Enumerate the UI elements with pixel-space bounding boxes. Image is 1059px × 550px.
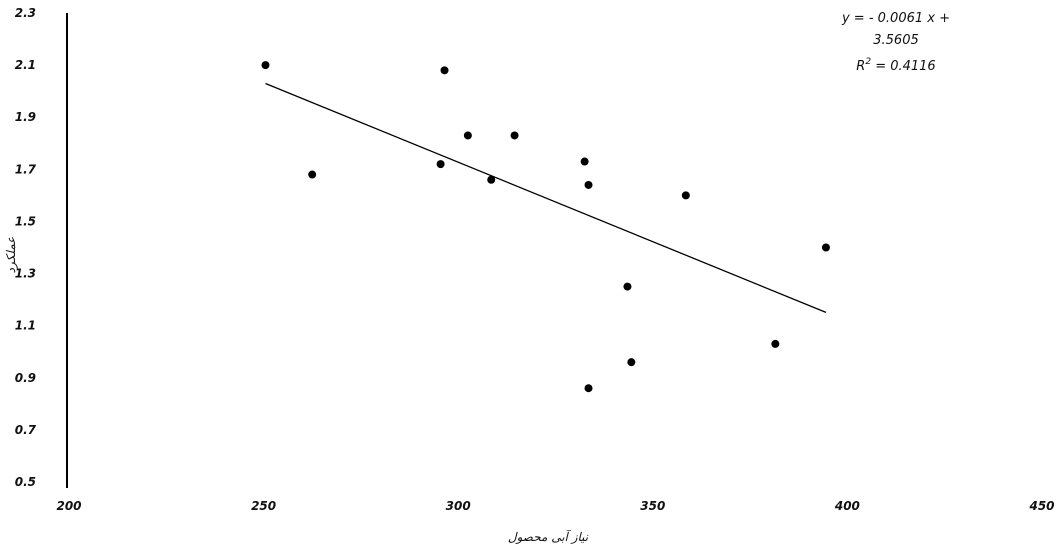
data-point [627,358,636,367]
x-axis-tick-labels: 200 250 300 350 400 450 [56,499,1054,513]
y-tick-label: 0.9 [15,371,36,385]
data-point [821,243,830,252]
data-point [436,160,445,169]
y-axis-tick-labels: 0.5 0.7 0.9 1.1 1.3 1.5 1.7 1.9 2.1 2.3 [15,6,37,489]
data-point [463,131,472,140]
data-point [308,170,317,179]
y-tick-label: 1.3 [15,267,36,281]
r-squared-superscript: 2 [865,57,871,67]
x-tick-label: 250 [251,499,276,513]
data-point [584,384,593,393]
trendline [265,82,827,313]
r-squared-number: = 0.4116 [871,59,936,74]
data-point [681,191,690,200]
equation-line-2: 3.5605 [873,33,919,48]
x-tick-label: 400 [834,499,860,513]
y-tick-label: 0.7 [15,423,37,437]
y-tick-label: 2.1 [15,58,36,72]
r-squared-value: R2 = 0.4116 [856,57,935,74]
y-tick-label: 1.9 [15,110,36,124]
data-point [580,157,589,166]
x-tick-label: 350 [640,499,665,513]
data-point [623,282,632,291]
r-squared-symbol: R [856,59,865,74]
equation-line-1: y = - 0.0061 x + [841,11,950,26]
chart-marks [66,13,830,488]
y-tick-label: 2.3 [15,6,36,20]
y-tick-label: 1.5 [15,214,36,228]
x-tick-label: 200 [56,499,81,513]
data-point [440,66,449,75]
y-tick-label: 1.7 [15,162,37,176]
y-tick-label: 0.5 [15,475,36,489]
data-point [510,131,519,140]
y-axis-title: عملکرد [4,237,18,274]
y-tick-label: 1.1 [15,319,36,333]
data-point [487,175,496,184]
x-axis-title: نیاز آبی محصول [508,529,589,544]
x-tick-label: 300 [446,499,471,513]
data-point [771,339,780,348]
data-point [584,180,593,189]
x-tick-label: 450 [1028,499,1054,513]
trendline-equation: y = - 0.0061 x + 3.5605 R2 = 0.4116 [841,11,950,74]
data-point [261,61,270,70]
